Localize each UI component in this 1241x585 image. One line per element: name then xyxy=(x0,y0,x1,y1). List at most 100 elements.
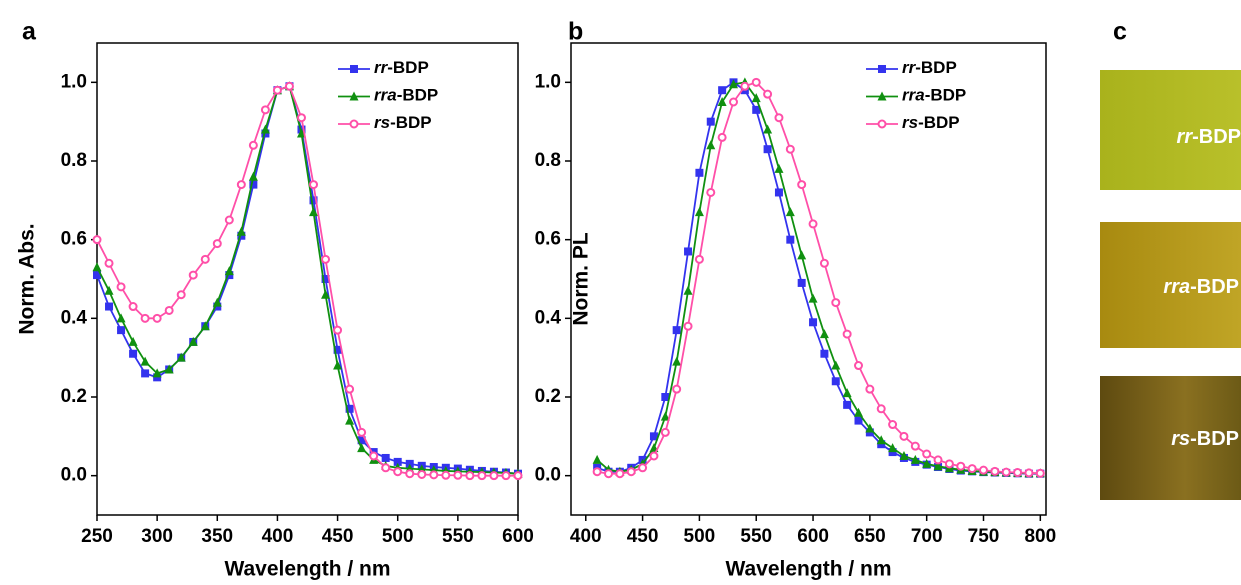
marker xyxy=(649,432,658,441)
marker xyxy=(116,282,126,292)
marker xyxy=(672,356,682,366)
marker xyxy=(899,451,909,460)
marker xyxy=(876,404,886,414)
marker xyxy=(224,266,234,276)
marker xyxy=(706,140,716,150)
marker xyxy=(786,235,795,244)
marker xyxy=(489,471,499,481)
marker xyxy=(604,469,613,479)
marker xyxy=(501,471,511,481)
photo-label: rr-BDP xyxy=(1177,126,1241,148)
marker xyxy=(695,168,704,177)
legend-marker xyxy=(350,65,358,73)
marker xyxy=(626,467,636,477)
marker xyxy=(820,349,829,358)
marker xyxy=(706,187,716,197)
marker xyxy=(249,180,258,189)
series-line xyxy=(96,85,519,475)
marker xyxy=(865,384,875,394)
panel-label: a xyxy=(22,18,37,46)
marker xyxy=(296,113,306,123)
legend-marker xyxy=(878,65,886,73)
marker xyxy=(236,226,246,236)
x-tick-label: 750 xyxy=(968,526,1000,547)
marker xyxy=(345,384,355,394)
marker xyxy=(152,368,162,378)
legend-label: rr-BDP xyxy=(902,58,957,77)
marker xyxy=(763,145,772,154)
y-axis-label: Norm. PL xyxy=(570,232,593,326)
marker xyxy=(694,254,704,264)
marker xyxy=(260,105,270,115)
marker xyxy=(979,465,988,475)
marker xyxy=(333,360,343,370)
marker xyxy=(740,81,750,91)
marker xyxy=(592,467,602,477)
marker xyxy=(797,278,806,287)
marker xyxy=(660,427,670,437)
marker xyxy=(638,463,648,473)
marker xyxy=(116,313,126,323)
x-axis-label: Wavelength / nm xyxy=(224,558,390,581)
marker xyxy=(694,207,704,217)
marker xyxy=(140,313,150,323)
y-tick-label: 0.8 xyxy=(535,150,561,171)
marker xyxy=(357,427,367,437)
photo xyxy=(1100,376,1241,500)
legend-label: rra-BDP xyxy=(902,86,966,105)
marker xyxy=(513,471,523,481)
marker xyxy=(615,469,625,479)
marker xyxy=(854,416,863,425)
marker xyxy=(236,180,246,190)
series-line xyxy=(596,81,1041,475)
x-tick-label: 550 xyxy=(442,526,474,547)
marker xyxy=(333,325,343,335)
marker xyxy=(465,471,475,481)
marker xyxy=(592,454,602,464)
marker xyxy=(224,215,234,225)
marker xyxy=(176,352,186,362)
series-line xyxy=(596,81,1041,475)
marker xyxy=(843,400,852,409)
marker xyxy=(751,93,761,103)
marker xyxy=(729,97,738,107)
marker xyxy=(405,469,415,479)
x-tick-label: 450 xyxy=(627,526,659,547)
legend-label: rr-BDP xyxy=(374,58,429,77)
marker xyxy=(774,188,783,197)
marker xyxy=(672,326,681,335)
x-tick-label: 450 xyxy=(322,526,354,547)
marker xyxy=(649,451,659,461)
marker xyxy=(188,336,198,346)
marker xyxy=(899,431,909,441)
marker xyxy=(164,364,174,374)
marker xyxy=(248,140,258,150)
marker xyxy=(1035,468,1045,478)
legend-marker xyxy=(349,91,359,101)
marker xyxy=(200,254,210,264)
y-tick-label: 0.8 xyxy=(61,150,87,171)
y-tick-label: 0.0 xyxy=(61,465,87,486)
marker xyxy=(910,454,920,464)
marker xyxy=(661,393,670,401)
marker xyxy=(922,449,932,459)
marker xyxy=(309,180,319,190)
photo-label: rra-BDP xyxy=(1163,276,1239,298)
panel-label: c xyxy=(1113,18,1127,46)
marker xyxy=(284,81,294,91)
x-tick-label: 600 xyxy=(797,526,829,547)
marker xyxy=(248,171,258,181)
marker xyxy=(683,321,693,331)
marker xyxy=(990,466,1000,476)
legend-label: rs-BDP xyxy=(902,113,960,132)
x-tick-label: 300 xyxy=(141,526,173,547)
marker xyxy=(200,321,210,331)
marker xyxy=(104,285,114,295)
y-tick-label: 0.0 xyxy=(535,465,561,486)
marker xyxy=(819,258,829,268)
marker xyxy=(1024,468,1034,478)
marker xyxy=(831,377,840,386)
marker xyxy=(152,313,162,323)
marker xyxy=(417,469,427,479)
photo-label: rs-BDP xyxy=(1171,428,1239,450)
